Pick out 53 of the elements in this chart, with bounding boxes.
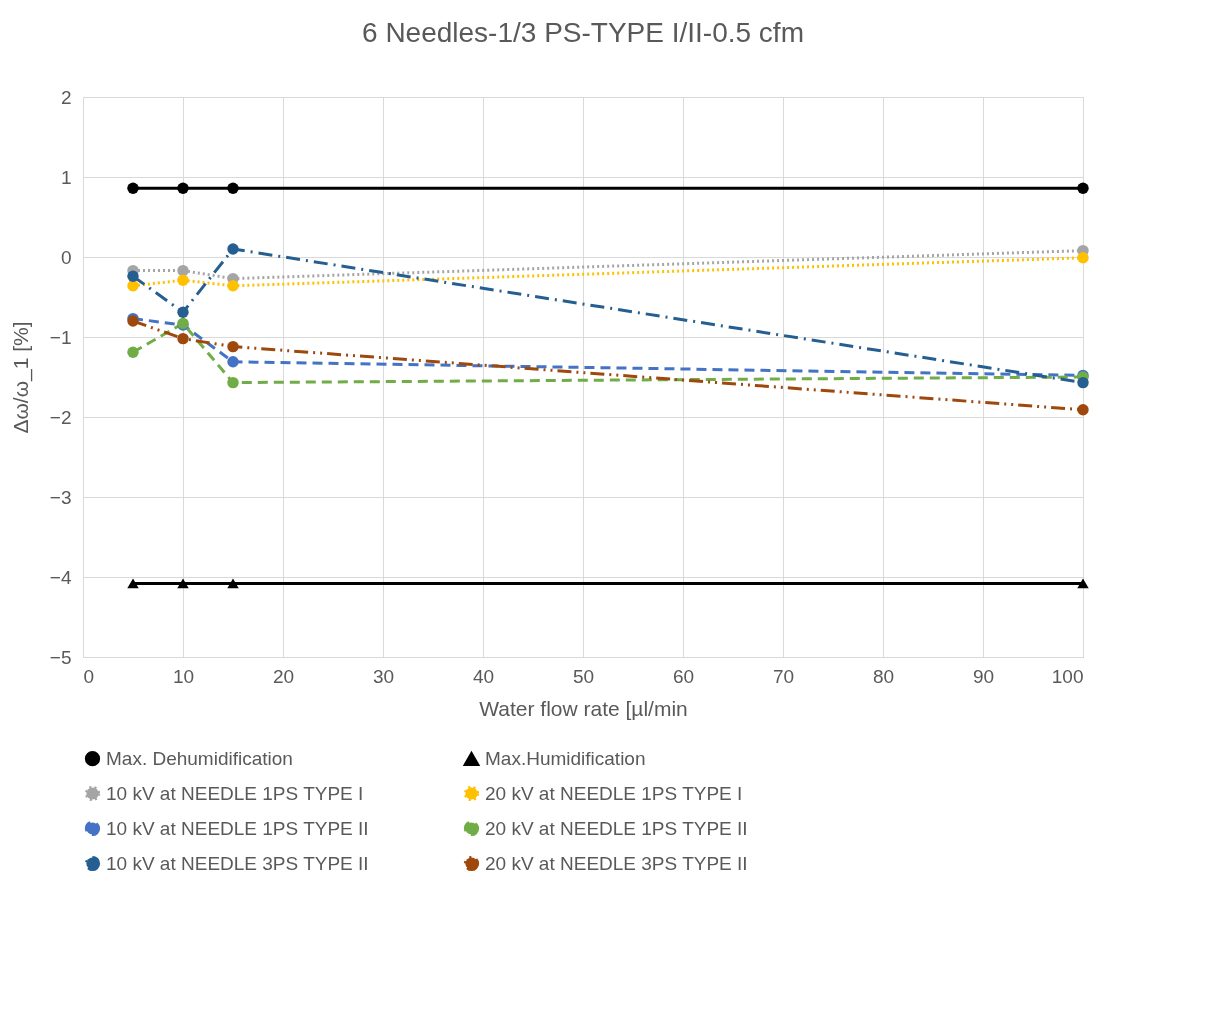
point <box>227 376 239 389</box>
x-tick-label: 70 <box>772 665 795 687</box>
x-axis-title: Water flow rate [µl/min <box>479 696 688 720</box>
point <box>227 356 239 368</box>
point <box>1077 252 1089 264</box>
legend-label: 10 kV at NEEDLE 3PS TYPE II <box>106 852 369 874</box>
point <box>1077 578 1089 589</box>
point <box>177 264 189 277</box>
point <box>177 274 189 286</box>
y-tick-label: −4 <box>49 566 72 588</box>
legend-label: 20 kV at NEEDLE 3PS TYPE II <box>485 852 748 874</box>
point <box>1077 404 1089 416</box>
x-tick-label: 0 <box>83 665 95 687</box>
y-tick-label: 2 <box>60 86 72 108</box>
legend-label: 20 kV at NEEDLE 1PS TYPE II <box>485 817 748 839</box>
legend-label: Max. Dehumidification <box>106 747 293 769</box>
point <box>177 182 189 194</box>
point <box>1077 182 1089 194</box>
point <box>177 578 189 589</box>
point <box>227 340 239 353</box>
x-tick-label: 40 <box>472 665 495 687</box>
x-tick-label: 90 <box>972 665 995 687</box>
y-tick-label: −2 <box>49 406 72 428</box>
point <box>127 280 139 292</box>
y-tick-label: −5 <box>49 646 72 668</box>
point <box>177 306 189 318</box>
y-axis-title: Δω/ω_1 [%] <box>8 321 33 434</box>
legend-label: 10 kV at NEEDLE 1PS TYPE I <box>106 782 364 804</box>
y-tick-label: 0 <box>60 246 72 268</box>
x-tick-label: 80 <box>872 665 895 687</box>
legend-label: 20 kV at NEEDLE 1PS TYPE I <box>485 782 743 804</box>
point <box>1077 376 1089 389</box>
x-tick-label: 100 <box>1051 665 1084 687</box>
x-tick-label: 30 <box>372 665 395 687</box>
legend-label: 10 kV at NEEDLE 1PS TYPE II <box>106 817 369 839</box>
legend-label: Max.Humidification <box>485 748 646 770</box>
x-tick-label: 10 <box>172 665 195 687</box>
y-tick-label: 1 <box>60 166 72 188</box>
chart-title: 6 Needles-1/3 PS-TYPE I/II-0.5 cfm <box>362 17 804 48</box>
point <box>177 332 189 345</box>
y-tick-label: −3 <box>49 486 72 508</box>
point <box>127 578 139 589</box>
point <box>227 182 239 194</box>
point <box>127 182 139 194</box>
x-tick-label: 20 <box>272 665 295 687</box>
point <box>227 243 239 255</box>
x-tick-label: 60 <box>672 665 695 687</box>
point <box>127 270 139 282</box>
x-tick-label: 50 <box>572 665 595 687</box>
point <box>127 346 139 358</box>
point <box>227 578 239 589</box>
y-tick-label: −1 <box>49 326 72 348</box>
point <box>227 280 239 292</box>
